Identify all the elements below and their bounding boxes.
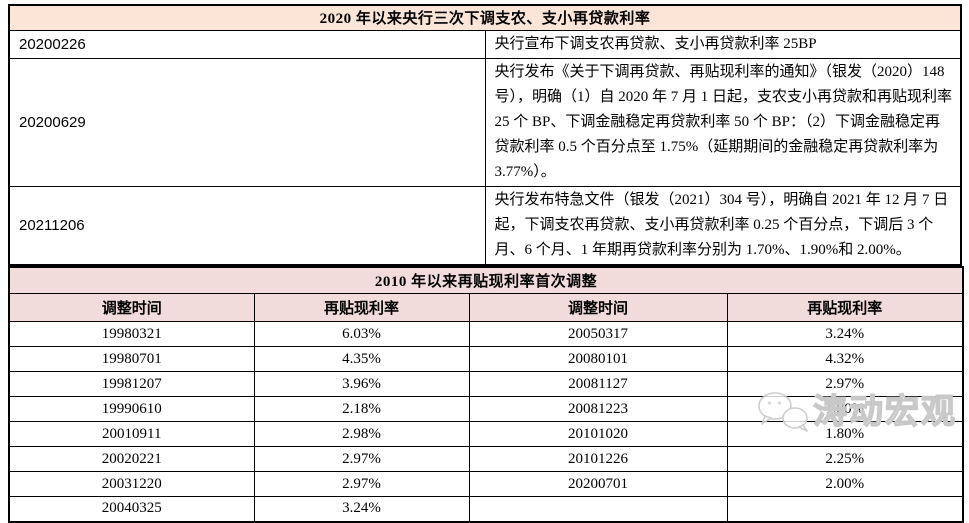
rate-cell: 1.80% [726,396,964,422]
table-row: 20010911 2.98% 20101020 1.80% [8,421,964,447]
event-description: 央行发布特急文件（银发（2021）304 号），明确自 2021 年 12 月 … [484,185,962,265]
rate-cell: 2.97% [726,371,964,397]
date-cell: 20040325 [8,496,255,522]
rate-cell: 3.24% [726,321,964,347]
date-cell: 20031220 [8,471,255,497]
table-row: 20200629 央行发布《关于下调再贷款、再贴现利率的通知》（银发（2020）… [8,57,962,187]
date-cell: 20050317 [468,321,728,347]
table-row: 20020221 2.97% 20101226 2.25% [8,446,964,472]
event-description: 央行宣布下调支农再贷款、支小再贷款利率 25BP [484,29,962,59]
date-cell: 19981207 [8,371,255,397]
event-description: 央行发布《关于下调再贷款、再贴现利率的通知》（银发（2020）148 号），明确… [484,57,962,187]
date-cell: 20080101 [468,346,728,372]
rate-cell: 4.35% [253,346,470,372]
column-header-adjustment-date: 调整时间 [8,293,255,322]
table-row: 20211206 央行发布特急文件（银发（2021）304 号），明确自 202… [8,185,962,265]
column-header-rediscount-rate: 再贴现利率 [726,293,964,322]
rate-cell: 2.25% [726,446,964,472]
date-cell: 20101226 [468,446,728,472]
rate-cell: 6.03% [253,321,470,347]
rate-cell: 2.98% [253,421,470,447]
event-date: 20200629 [8,57,486,187]
rediscount-rate-table: 2010 年以来再贴现利率首次调整 调整时间 再贴现利率 调整时间 再贴现利率 … [8,265,965,523]
date-cell: 20081223 [468,396,728,422]
table1-title: 2020 年以来央行三次下调支农、支小再贷款利率 [8,4,962,31]
event-date: 20200226 [8,29,486,59]
rate-cell: 2.97% [253,471,470,497]
rate-cell: 1.80% [726,421,964,447]
rate-cell: 4.32% [726,346,964,372]
rate-cell: 3.24% [253,496,470,522]
page: 2020 年以来央行三次下调支农、支小再贷款利率 20200226 央行宣布下调… [8,4,965,523]
date-cell: 19980321 [8,321,255,347]
table-header-row: 调整时间 再贴现利率 调整时间 再贴现利率 [8,293,964,322]
event-date: 20211206 [8,185,486,265]
rate-cell [726,496,964,522]
date-cell: 20010911 [8,421,255,447]
rate-cell: 2.00% [726,471,964,497]
column-header-adjustment-date: 调整时间 [468,293,728,322]
date-cell [468,496,728,522]
date-cell: 20081127 [468,371,728,397]
table-row: 19981207 3.96% 20081127 2.97% [8,371,964,397]
table-row: 19980701 4.35% 20080101 4.32% [8,346,964,372]
table-row: 19980321 6.03% 20050317 3.24% [8,321,964,347]
relending-rate-cuts-table: 2020 年以来央行三次下调支农、支小再贷款利率 20200226 央行宣布下调… [8,4,962,266]
table-row: 20200226 央行宣布下调支农再贷款、支小再贷款利率 25BP [8,29,962,59]
column-header-rediscount-rate: 再贴现利率 [253,293,470,322]
table2-title: 2010 年以来再贴现利率首次调整 [8,266,964,294]
table-row: 19990610 2.18% 20081223 1.80% [8,396,964,422]
rate-cell: 2.18% [253,396,470,422]
rate-cell: 3.96% [253,371,470,397]
date-cell: 19980701 [8,346,255,372]
table-row: 20040325 3.24% [8,496,964,522]
table-title-row: 2010 年以来再贴现利率首次调整 [8,266,964,294]
date-cell: 20200701 [468,471,728,497]
date-cell: 20020221 [8,446,255,472]
table-row: 20031220 2.97% 20200701 2.00% [8,471,964,497]
date-cell: 20101020 [468,421,728,447]
rate-cell: 2.97% [253,446,470,472]
table-title-row: 2020 年以来央行三次下调支农、支小再贷款利率 [8,4,962,31]
date-cell: 19990610 [8,396,255,422]
